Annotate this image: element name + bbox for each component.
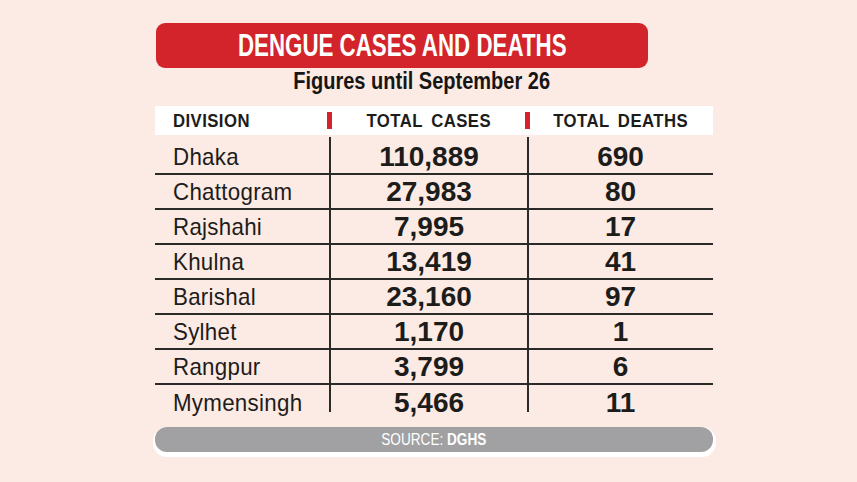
- division-cell: Dhaka: [173, 140, 244, 173]
- deaths-cell: 1: [528, 315, 713, 348]
- table-row: Dhaka 110,889 690: [155, 140, 713, 175]
- source-bar-backing: SOURCE: DGHS: [153, 427, 716, 457]
- table-body: Dhaka 110,889 690 Chattogram 27,983 80 R…: [155, 140, 713, 420]
- division-cell: Mymensingh: [173, 385, 312, 420]
- source-label: SOURCE:: [381, 431, 443, 448]
- table-row: Rangpur 3,799 6: [155, 350, 713, 385]
- deaths-cell: 41: [528, 245, 713, 278]
- deaths-cell: 690: [528, 140, 713, 173]
- deaths-cell: 97: [528, 280, 713, 313]
- column-header-division: DIVISION: [173, 106, 260, 135]
- table-row: Khulna 13,419 41: [155, 245, 713, 280]
- cases-cell: 5,466: [330, 385, 528, 420]
- cases-cell: 23,160: [330, 280, 528, 313]
- table-row: Mymensingh 5,466 11: [155, 385, 713, 420]
- division-cell: Rajshahi: [173, 210, 269, 243]
- deaths-cell: 80: [528, 175, 713, 208]
- cases-cell: 3,799: [330, 350, 528, 383]
- table-row: Chattogram 27,983 80: [155, 175, 713, 210]
- division-cell: Barishal: [173, 280, 262, 313]
- cases-cell: 7,995: [330, 210, 528, 243]
- deaths-cell: 11: [528, 385, 713, 420]
- deaths-cell: 6: [528, 350, 713, 383]
- division-cell: Chattogram: [173, 175, 301, 208]
- division-cell: Rangpur: [173, 350, 267, 383]
- subtitle-wrap: Figures until September 26: [155, 68, 689, 95]
- division-cell: Khulna: [173, 245, 250, 278]
- subtitle: Figures until September 26: [294, 68, 551, 95]
- table-header-row: DIVISION TOTAL CASES TOTAL DEATHS: [155, 106, 713, 135]
- page-title: DENGUE CASES AND DEATHS: [238, 28, 567, 64]
- cases-cell: 13,419: [330, 245, 528, 278]
- dengue-table: DIVISION TOTAL CASES TOTAL DEATHS Dhaka …: [155, 106, 713, 420]
- column-divider-2: [527, 137, 529, 412]
- column-header-total-cases-label: TOTAL CASES: [367, 110, 491, 132]
- cases-cell: 1,170: [330, 315, 528, 348]
- column-header-total-deaths-label: TOTAL DEATHS: [553, 110, 688, 132]
- table-row: Rajshahi 7,995 17: [155, 210, 713, 245]
- column-header-total-deaths: TOTAL DEATHS: [528, 106, 713, 135]
- cases-cell: 110,889: [330, 140, 528, 173]
- table-row: Sylhet 1,170 1: [155, 315, 713, 350]
- deaths-cell: 17: [528, 210, 713, 243]
- column-header-total-cases: TOTAL CASES: [330, 106, 528, 135]
- column-header-division-label: DIVISION: [173, 110, 250, 132]
- table-row: Barishal 23,160 97: [155, 280, 713, 315]
- title-bar: DENGUE CASES AND DEATHS: [156, 23, 648, 68]
- source-bar: SOURCE: DGHS: [155, 427, 713, 452]
- source-value: DGHS: [447, 431, 486, 448]
- cases-cell: 27,983: [330, 175, 528, 208]
- division-cell: Sylhet: [173, 315, 242, 348]
- source-text: SOURCE: DGHS: [381, 431, 486, 449]
- column-divider-1: [329, 137, 331, 412]
